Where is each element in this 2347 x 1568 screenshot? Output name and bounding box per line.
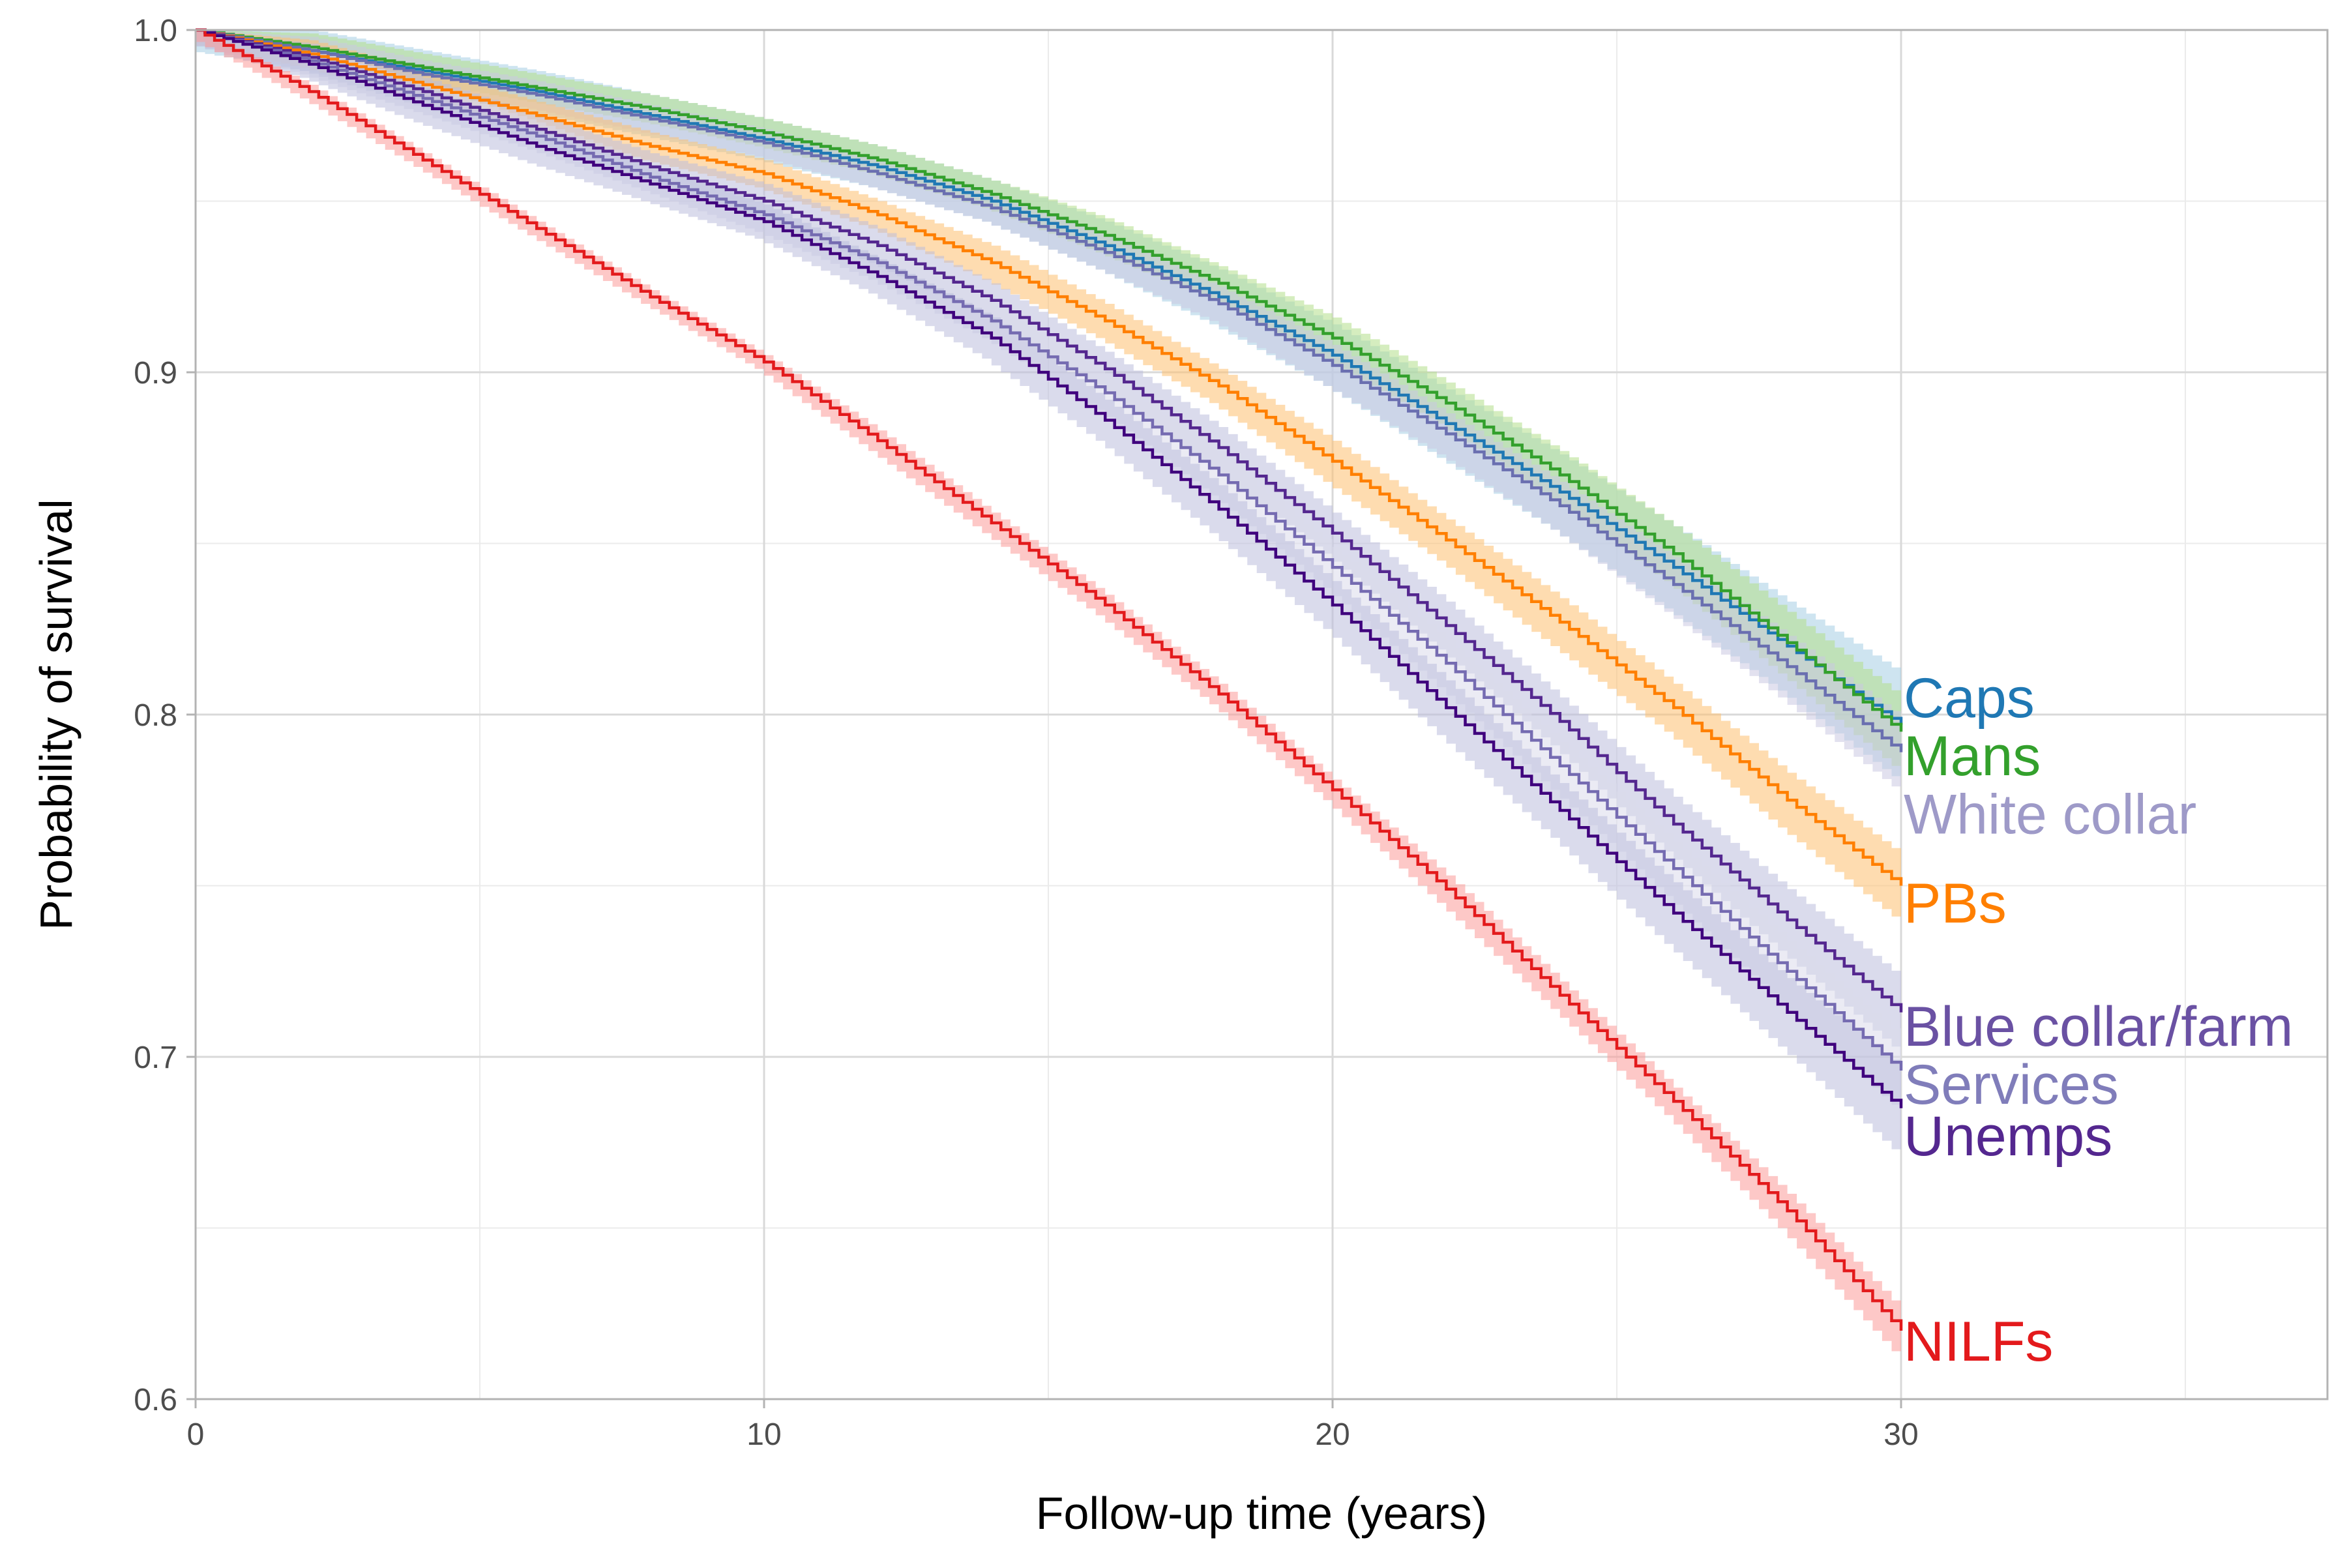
y-tick-label: 1.0 — [134, 14, 177, 48]
axes — [186, 29, 2329, 1408]
series-label-pbs: PBs — [1904, 872, 2007, 935]
x-tick-label: 20 — [1315, 1417, 1350, 1452]
series-label-mans: Mans — [1904, 725, 2041, 788]
survival-line-pbs — [196, 28, 1903, 886]
y-tick-label: 0.8 — [134, 698, 177, 733]
y-axis-title: Probability of survival — [31, 499, 81, 930]
series-label-services: Services — [1904, 1054, 2119, 1116]
survival-line-nilfs — [196, 28, 1903, 1331]
x-axis-title: Follow-up time (years) — [1036, 1488, 1487, 1539]
x-tick-label: 10 — [746, 1417, 781, 1452]
y-tick-label: 0.7 — [134, 1041, 177, 1075]
series-label-nilfs: NILFs — [1904, 1310, 2053, 1373]
series-label-blue-collar-farm: Blue collar/farm — [1904, 996, 2293, 1058]
series-label-unemps: Unemps — [1904, 1105, 2112, 1168]
survival-line-mans — [196, 28, 1903, 732]
survival-line-white-collar — [196, 28, 1903, 752]
survival-line-caps — [196, 28, 1903, 725]
survival-line-blue-collar-farm — [196, 28, 1903, 1013]
survival-line-unemps — [196, 28, 1903, 1108]
series-label-caps: Caps — [1904, 667, 2035, 730]
survival-line-services — [196, 28, 1903, 1071]
y-tick-label: 0.6 — [134, 1383, 177, 1417]
x-tick-label: 30 — [1883, 1417, 1918, 1452]
survival-lines — [196, 28, 1903, 1331]
series-label-white-collar: White collar — [1904, 783, 2196, 846]
tick-labels: 0 10 20 30 0.6 0.7 0.8 0.9 1.0 — [134, 14, 1918, 1452]
y-tick-label: 0.9 — [134, 356, 177, 391]
x-tick-label: 0 — [187, 1417, 205, 1452]
